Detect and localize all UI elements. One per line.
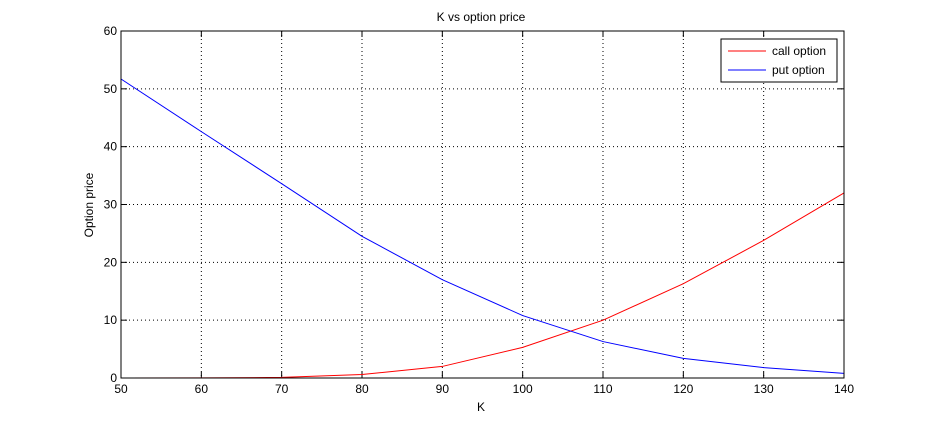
y-tick-labels: 0 10 20 30 40 50 60 [104, 24, 118, 385]
x-tick-label: 130 [754, 382, 774, 396]
legend-box [720, 38, 838, 83]
legend-label-put: put option [772, 63, 825, 77]
chart-title: K vs option price [437, 10, 526, 24]
x-tick-label: 140 [834, 382, 854, 396]
plot-frame [120, 30, 845, 379]
y-tick-label: 40 [104, 140, 118, 154]
y-tick-label: 60 [104, 24, 118, 38]
y-tick-label: 30 [104, 198, 118, 212]
y-tick-label: 10 [104, 313, 118, 327]
legend-label-call: call option [772, 44, 826, 58]
x-tick-label: 80 [355, 382, 369, 396]
legend: call option put option [720, 38, 838, 83]
y-tick-label: 20 [104, 255, 118, 269]
x-tick-label: 100 [513, 382, 533, 396]
x-tick-label: 50 [114, 382, 128, 396]
x-axis-label: K [477, 400, 485, 414]
x-tick-labels: 50 60 70 80 90 100 110 120 130 140 [114, 382, 854, 396]
x-tick-label: 70 [275, 382, 289, 396]
x-tick-label: 120 [673, 382, 693, 396]
y-axis-label: Option price [82, 172, 96, 237]
y-tick-label: 50 [104, 82, 118, 96]
x-tick-label: 110 [593, 382, 612, 396]
x-tick-label: 90 [436, 382, 450, 396]
grid-lines [121, 31, 844, 378]
x-tick-label: 60 [195, 382, 209, 396]
y-tick-label: 0 [110, 371, 117, 385]
put-option-line [120, 78, 845, 374]
